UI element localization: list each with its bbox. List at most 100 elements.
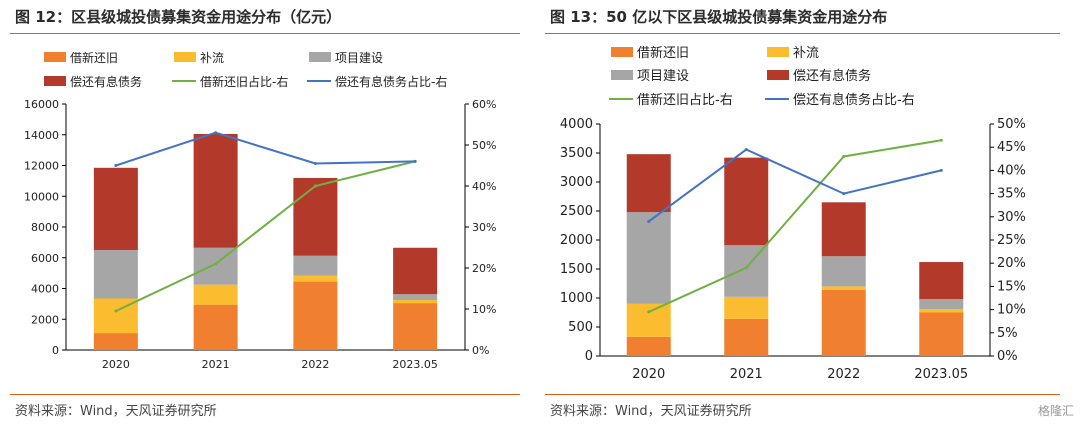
series-line [648,148,942,223]
title-rule [10,33,520,34]
bar-segment [93,167,138,251]
chart-title: 图 12：区县级城投债募集资金用途分布（亿元） [15,8,342,26]
line-point [647,219,651,223]
bar-segment [821,256,866,287]
bottom-rule [10,394,520,395]
legend-swatch [611,47,633,57]
legend-entry: 项目建设 [637,69,689,84]
y2-tick-label: 50% [997,117,1026,132]
x-tick-label: 2023.05 [392,358,438,371]
bar-segment [724,245,769,297]
legend-swatch [174,52,196,62]
chart-title: 图 13：50 亿以下区县级城投债募集资金用途分布 [550,8,888,26]
legend-entry: 借新还旧占比-右 [637,92,733,108]
legend-entry: 借新还旧 [70,50,118,65]
bar-segment [193,247,238,285]
y2-tick-label: 40% [997,163,1026,178]
y2-tick-label: 20% [997,256,1026,271]
x-tick-label: 2020 [632,367,665,382]
bar-segment [919,309,964,313]
source-note: 资料来源：Wind，天风证券研究所 [550,404,752,419]
x-tick-label: 2021 [202,358,230,371]
bar-segment [293,255,338,276]
y-tick-label: 2000 [31,313,59,326]
chart-panel-left: 图 12：区县级城投债募集资金用途分布（亿元） 借新还旧 补流 项目建设 偿还有息债务… [0,0,530,426]
line-point [939,168,943,172]
legend-entry: 偿还有息债务占比-右 [335,74,447,89]
legend-swatch [611,70,633,80]
series-line [648,139,942,313]
line-point [214,262,218,266]
bar-segment [821,286,866,290]
legend-entry: 偿还有息债务占比-右 [793,92,915,108]
bar-segment [919,262,964,300]
y-tick-label: 1000 [560,291,593,306]
y2-tick-label: 30% [472,221,496,234]
legend-entry: 偿还有息债务 [70,74,142,89]
y-tick-label: 0 [585,349,593,364]
bar-segment [393,303,438,350]
line-point [744,266,748,270]
y-tick-label: 500 [568,320,593,335]
y-tick-label: 16000 [24,98,59,111]
bar-segment [93,250,138,299]
x-tick-label: 2022 [301,358,329,371]
y2-tick-label: 0% [997,349,1018,364]
y2-tick-label: 45% [997,140,1026,155]
line-point [842,154,846,158]
line-point [939,138,943,142]
legend-swatch [44,52,66,62]
x-tick-label: 2021 [730,367,763,382]
legend-entry: 补流 [200,51,224,65]
bar-segment [919,299,964,310]
watermark-logo: 格隆汇 [1037,404,1074,418]
bar-segment [724,157,769,246]
x-tick-label: 2020 [102,358,130,371]
legend-entry: 偿还有息债务 [793,68,871,84]
bar-segment [293,177,338,256]
y2-tick-label: 15% [997,279,1026,294]
y2-tick-label: 50% [472,139,496,152]
line-point [114,309,118,313]
y2-tick-label: 5% [997,326,1018,341]
bar-segment [193,304,238,350]
y2-tick-label: 40% [472,180,496,193]
x-tick-label: 2022 [827,367,860,382]
bar-segment [626,154,671,213]
y-tick-label: 2000 [560,233,593,248]
line-point [842,192,846,196]
y2-tick-label: 20% [472,262,496,275]
legend-swatch [767,70,789,80]
legend-swatch [44,76,66,86]
bar-segment [919,312,964,356]
y2-tick-label: 35% [997,187,1026,202]
bar-segment [821,289,866,356]
x-tick-label: 2023.05 [914,367,968,382]
y-tick-label: 3500 [560,146,593,161]
y2-tick-label: 10% [472,303,496,316]
y-tick-label: 8000 [31,221,59,234]
bar-segment [293,281,338,350]
line-point [114,164,118,167]
bar-segment [724,296,769,319]
y-tick-label: 0 [52,344,59,357]
y-tick-label: 1500 [560,262,593,277]
y2-tick-label: 25% [997,233,1026,248]
bar-segment [821,202,866,257]
y-tick-label: 14000 [24,129,59,142]
bar-segment [393,247,438,295]
bar-segment [193,284,238,305]
y2-tick-label: 0% [472,344,489,357]
y2-tick-label: 30% [997,210,1026,225]
line-point [313,161,317,165]
bar-segment [93,333,138,350]
y2-tick-label: 60% [472,98,496,111]
bar-segment [626,212,671,304]
title-rule [545,33,1060,34]
y2-tick-label: 10% [997,303,1026,318]
y-tick-label: 4000 [31,283,59,296]
line-point [413,159,417,163]
bar-segment [393,300,438,304]
